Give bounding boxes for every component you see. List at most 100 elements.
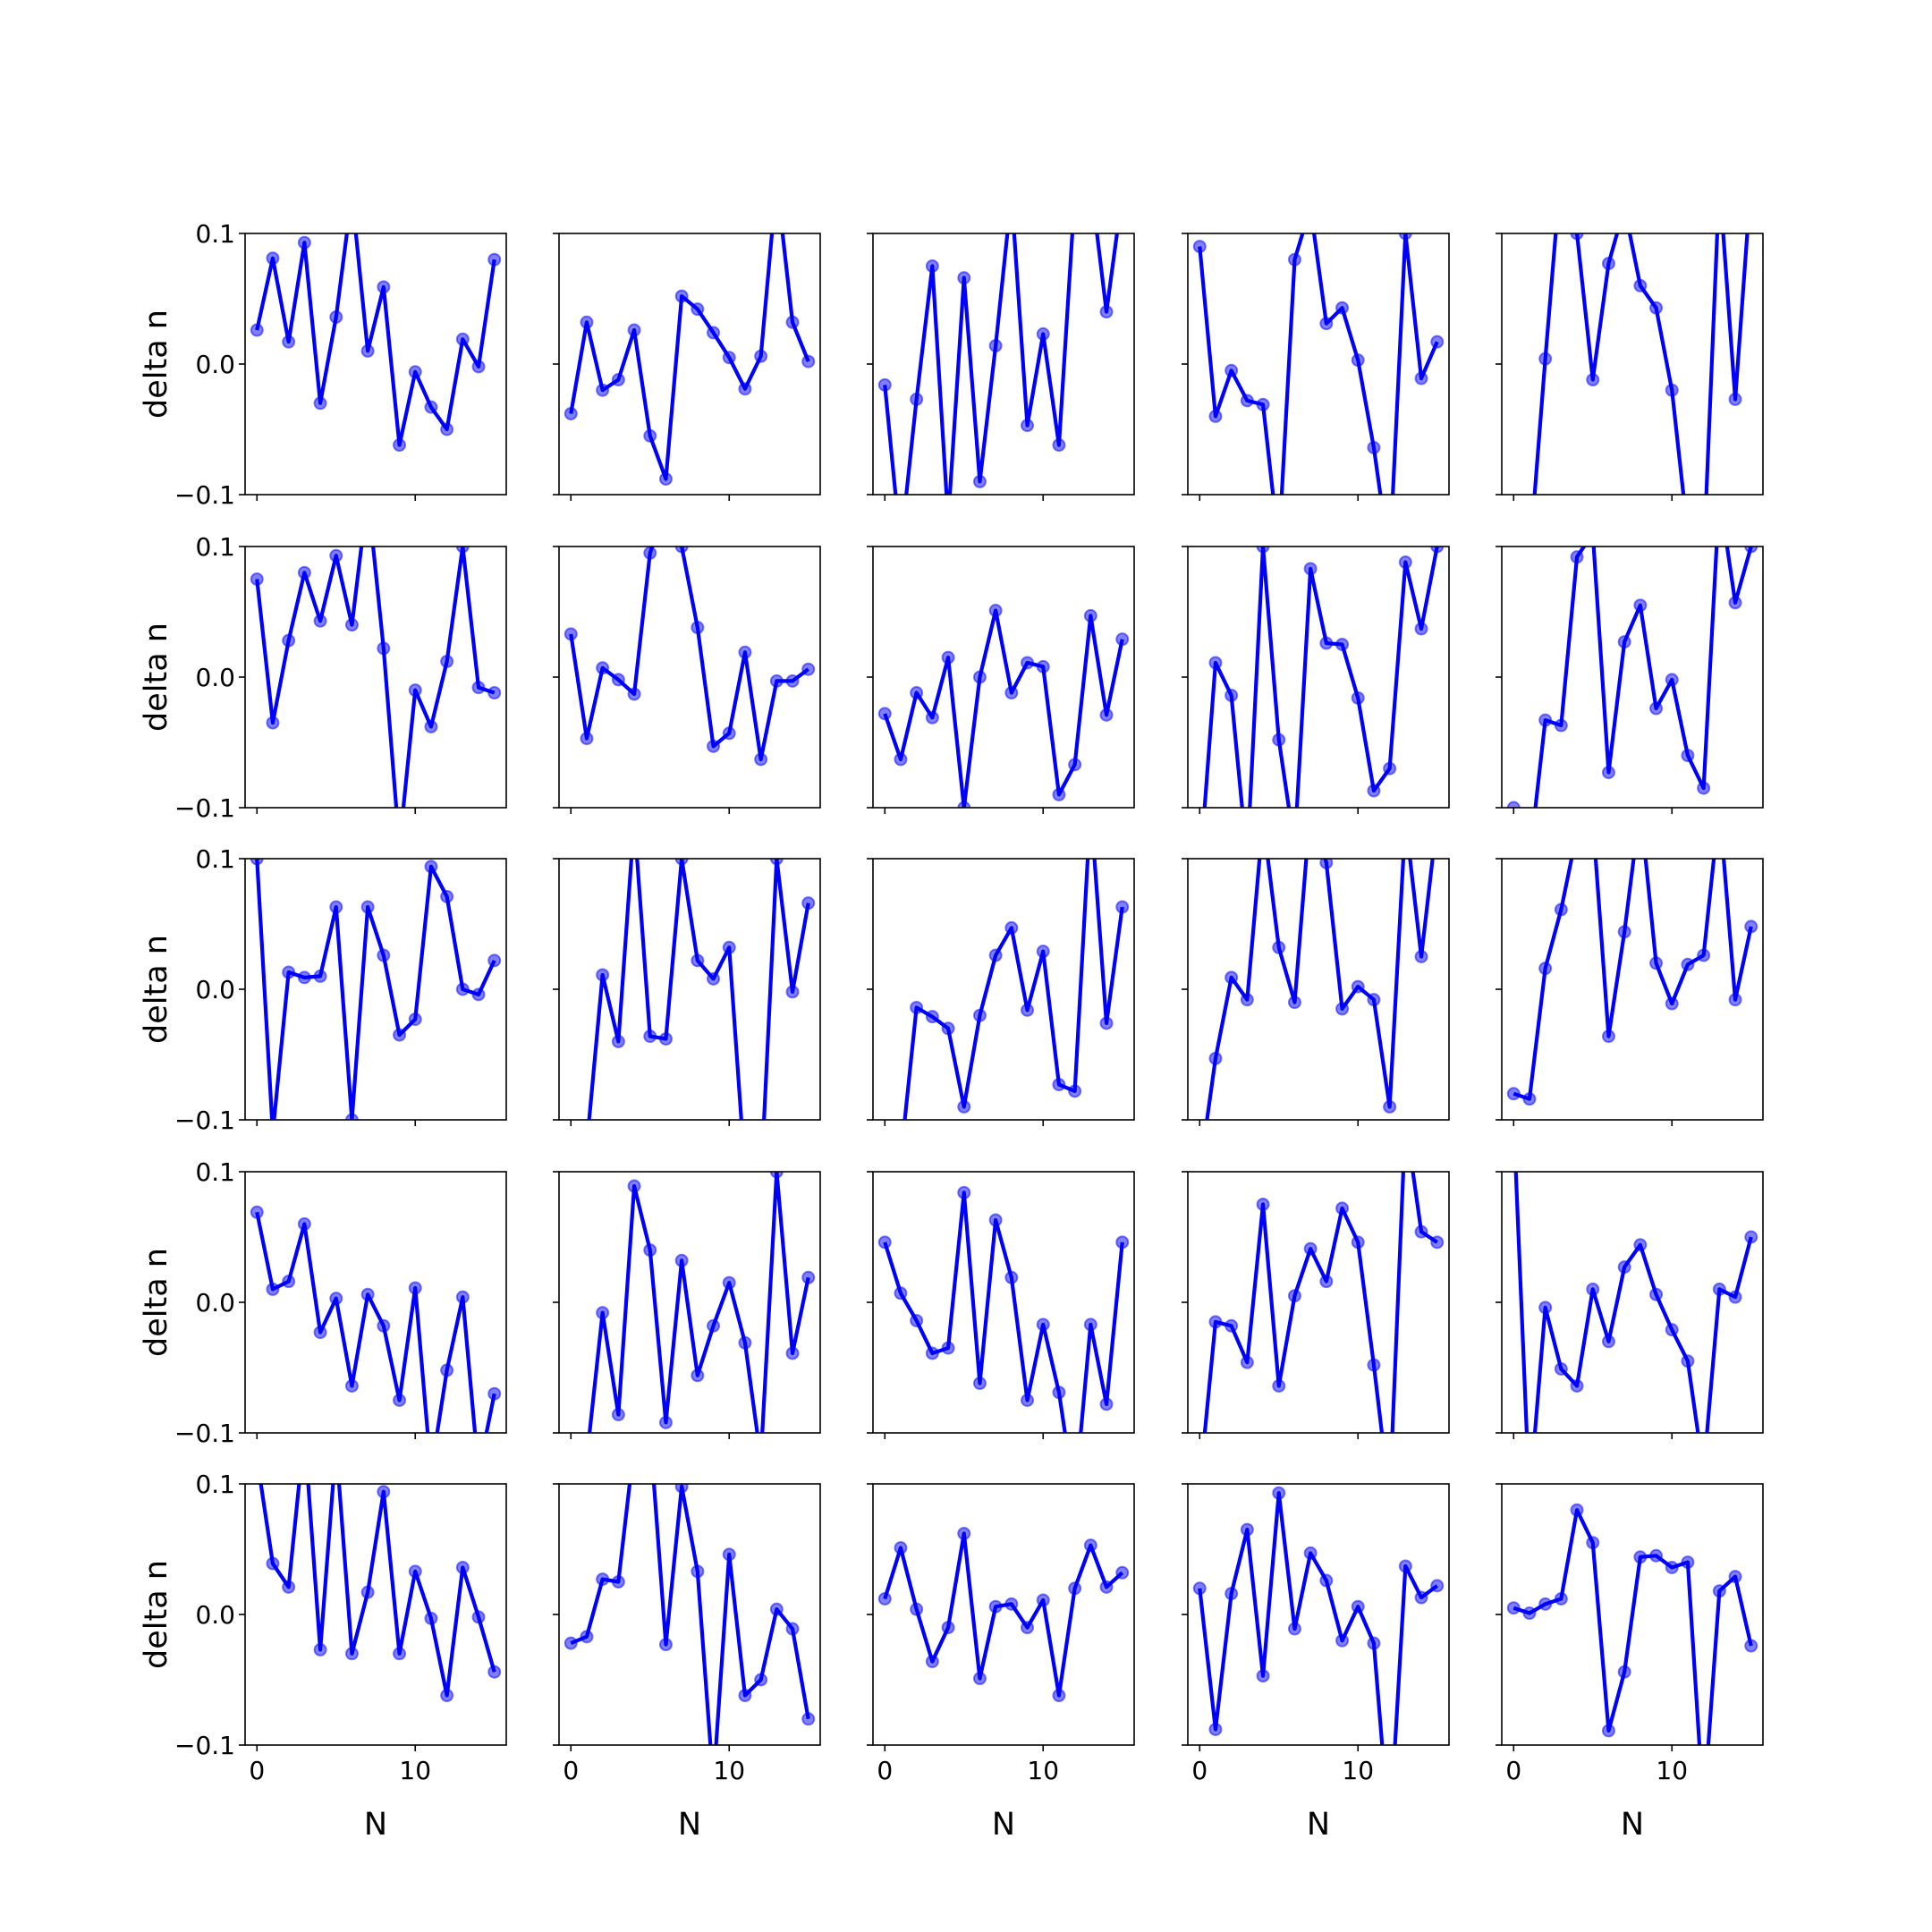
data-point (344, 1378, 359, 1393)
data-point (972, 1672, 987, 1686)
data-point (1335, 638, 1350, 651)
plot-area (1506, 1503, 1758, 1745)
x-tick-label: 10 (1342, 1756, 1374, 1785)
data-point (674, 547, 689, 554)
data-point (1256, 547, 1270, 554)
data-point (1208, 1315, 1223, 1329)
data-point (1036, 326, 1050, 341)
plot-area (1205, 859, 1435, 1120)
data-point (910, 1602, 924, 1616)
data-line (588, 1172, 810, 1433)
data-point (1303, 1546, 1318, 1560)
data-point (1570, 1378, 1584, 1393)
plot-area (588, 1172, 816, 1433)
data-point (1522, 1606, 1537, 1621)
y-tick-label: 0.1 (195, 219, 235, 249)
data-point (1649, 1548, 1664, 1563)
data-point (596, 1306, 610, 1320)
data-point (1303, 562, 1318, 576)
data-point (754, 349, 768, 363)
data-point (1068, 1084, 1082, 1098)
data-point (282, 965, 296, 979)
data-line (569, 233, 810, 481)
data-point (972, 1377, 987, 1391)
y-tick-label: −0.1 (174, 480, 235, 510)
data-point (1586, 373, 1600, 387)
data-point (360, 343, 375, 358)
data-point (1414, 371, 1428, 386)
data-point (769, 674, 784, 688)
data-point (377, 280, 391, 294)
plot-area (258, 1484, 502, 1703)
data-point (1351, 1599, 1365, 1614)
plot-area (250, 859, 502, 1120)
data-point (1335, 301, 1350, 315)
data-point (1649, 1287, 1664, 1301)
y-tick-label: 0.1 (195, 1157, 235, 1187)
data-point (1554, 902, 1568, 917)
data-line (902, 859, 1124, 1120)
data-point (1649, 956, 1664, 970)
data-point (877, 1235, 892, 1250)
data-point (877, 707, 892, 721)
data-point (1601, 766, 1615, 780)
data-point (1052, 1385, 1066, 1400)
data-point (1570, 550, 1584, 564)
data-point (1398, 1559, 1412, 1573)
data-point (1633, 1550, 1648, 1564)
data-line (258, 1484, 496, 1698)
data-point (393, 1647, 407, 1661)
data-point (801, 1270, 816, 1284)
data-point (282, 633, 296, 648)
data-point (440, 422, 454, 436)
data-point (1208, 1051, 1223, 1065)
data-point (250, 1205, 264, 1219)
data-point (1319, 317, 1334, 331)
data-point (722, 1275, 736, 1290)
data-point (769, 1172, 784, 1179)
data-point (393, 1394, 407, 1407)
y-axis-label: delta n (139, 623, 174, 732)
data-point (313, 614, 327, 628)
data-point (487, 1665, 502, 1679)
data-point (360, 1287, 375, 1301)
data-point (1383, 1099, 1397, 1114)
data-point (424, 860, 438, 874)
data-point (329, 548, 343, 563)
data-point (564, 1636, 578, 1650)
data-point (297, 565, 311, 580)
data-line (1198, 1491, 1438, 1745)
data-point (910, 392, 924, 406)
data-point (487, 953, 502, 968)
data-point (611, 673, 625, 687)
data-point (957, 1099, 971, 1114)
data-point (1287, 252, 1301, 267)
data-point (1398, 555, 1412, 570)
x-axis-label: N (678, 1807, 701, 1843)
data-point (266, 716, 280, 730)
data-point (1617, 925, 1631, 939)
x-tick-label: 0 (1505, 1756, 1521, 1785)
x-tick-label: 0 (1191, 1756, 1208, 1785)
data-point (1430, 335, 1445, 349)
data-point (393, 438, 407, 453)
data-point (627, 1179, 641, 1193)
data-point (1728, 596, 1742, 610)
data-line (1513, 1172, 1753, 1433)
data-point (393, 1028, 407, 1042)
x-tick-label: 10 (399, 1756, 431, 1785)
data-point (1367, 1636, 1381, 1650)
data-point (658, 1031, 673, 1046)
data-point (580, 315, 594, 329)
data-point (408, 1013, 422, 1027)
y-tick-label: −0.1 (174, 793, 235, 823)
data-point (941, 1021, 955, 1036)
data-point (1004, 1270, 1019, 1284)
data-point (344, 1647, 359, 1661)
data-point (674, 289, 689, 303)
data-point (1021, 1003, 1035, 1017)
data-point (1633, 1238, 1648, 1252)
data-point (941, 650, 955, 665)
plot-area (564, 233, 816, 486)
